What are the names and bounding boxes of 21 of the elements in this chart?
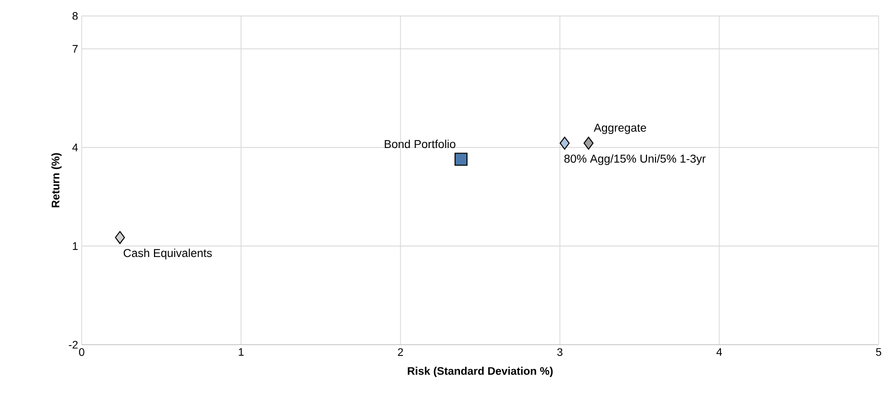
x-tick-label: 5 bbox=[876, 348, 882, 356]
y-tick-label: 4 bbox=[72, 143, 78, 151]
x-tick-label: 3 bbox=[557, 348, 562, 356]
x-tick-label: 2 bbox=[398, 348, 403, 356]
y-tick-label: -2 bbox=[68, 340, 78, 348]
series-label: Cash Equivalents bbox=[124, 248, 212, 260]
y-tick-label: 1 bbox=[72, 242, 78, 250]
series-label: Aggregate bbox=[594, 124, 646, 134]
series-label: 80% Agg/15% Uni/5% 1-3yr bbox=[564, 154, 706, 165]
x-tick-label: 1 bbox=[238, 348, 244, 356]
x-tick-label: 0 bbox=[79, 348, 84, 356]
point bbox=[584, 136, 594, 150]
y-axis-title: Return (%) bbox=[51, 152, 62, 208]
x-axis-title: Risk (Standard Deviation %) bbox=[408, 366, 553, 377]
y-tick-label: 7 bbox=[72, 44, 78, 52]
point bbox=[560, 136, 570, 150]
x-tick-label: 4 bbox=[716, 348, 722, 356]
point bbox=[114, 230, 125, 244]
series-label: Bond Portfolio bbox=[384, 139, 456, 148]
point bbox=[454, 152, 468, 166]
y-tick-label: 8 bbox=[72, 12, 78, 20]
